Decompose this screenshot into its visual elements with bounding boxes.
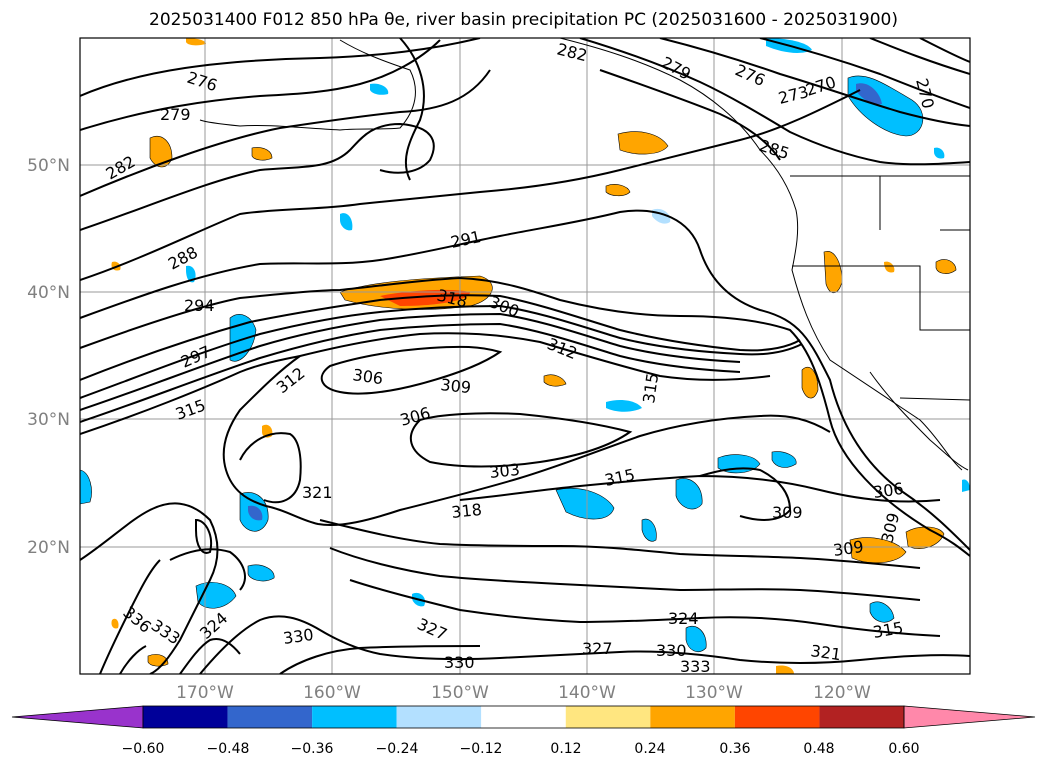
colorbar-outline (142, 705, 905, 729)
contour-label: 330 (656, 641, 687, 660)
contour-label: 309 (832, 537, 865, 560)
colorbar-swatch (396, 706, 482, 728)
contour-label: 279 (160, 105, 191, 124)
longitude-labels: 170°W 160°W 150°W 140°W 130°W 120°W (176, 683, 871, 703)
colorbar-tick-label: −0.48 (207, 741, 250, 757)
lat-label: 40°N (27, 283, 70, 303)
colorbar-tick-label: 0.12 (550, 741, 581, 757)
contour-label: 306 (872, 479, 905, 502)
contour-label: 330 (444, 653, 475, 672)
contour-label: 309 (772, 503, 803, 522)
contour-label: 318 (450, 500, 482, 522)
lon-label: 140°W (558, 683, 616, 703)
colorbar-tick-label: −0.24 (376, 741, 419, 757)
contour-label: 306 (351, 365, 384, 388)
colorbar-extend-low (11, 705, 144, 729)
colorbar-tick-label: −0.36 (291, 741, 334, 757)
colorbar-swatch (227, 706, 313, 728)
colorbar-swatch (312, 706, 397, 728)
lat-lon-grid (80, 38, 970, 674)
map-background (80, 38, 970, 674)
colorbar: −0.60 −0.48 −0.36 −0.24 −0.12 0.12 0.24 … (11, 705, 1036, 757)
map-frame (79, 37, 971, 675)
lon-label: 170°W (176, 683, 234, 703)
colorbar-swatch (650, 706, 735, 728)
colorbar-swatch (143, 706, 228, 728)
colorbar-tick-label: 0.48 (803, 741, 834, 757)
contour-label: 309 (440, 375, 472, 397)
contour-label: 327 (582, 639, 613, 658)
colorbar-tick-label: −0.60 (122, 741, 165, 757)
lon-label: 120°W (813, 683, 871, 703)
colorbar-ticks: −0.60 −0.48 −0.36 −0.24 −0.12 0.12 0.24 … (122, 741, 920, 757)
contour-label: 324 (668, 609, 699, 628)
colorbar-swatch (565, 706, 651, 728)
lat-label: 50°N (27, 156, 70, 176)
colorbar-tick-label: −0.12 (460, 741, 503, 757)
colorbar-tick-label: 0.60 (888, 741, 919, 757)
colorbar-tick-label: 0.24 (634, 741, 665, 757)
lon-label: 150°W (431, 683, 489, 703)
contour-label: 330 (282, 625, 315, 648)
precip-anomaly-patches (80, 38, 970, 674)
colorbar-swatches (11, 705, 1036, 729)
contour-label: 303 (488, 460, 520, 482)
contour-label: 315 (639, 372, 662, 405)
colorbar-swatch (734, 706, 820, 728)
contour-label: 321 (809, 641, 842, 664)
lon-label: 160°W (303, 683, 361, 703)
lat-label: 30°N (27, 410, 70, 430)
contour-label: 321 (302, 483, 333, 502)
latitude-labels: 50°N 40°N 30°N 20°N (27, 156, 70, 558)
contour-label: 294 (184, 296, 215, 315)
lon-label: 130°W (685, 683, 743, 703)
colorbar-tick-label: 0.36 (719, 741, 750, 757)
theta-e-contours (80, 38, 970, 674)
map-title: 2025031400 F012 850 hPa θe, river basin … (149, 10, 898, 30)
contour-label: 333 (680, 657, 711, 676)
colorbar-swatch (481, 706, 566, 728)
colorbar-swatch (819, 706, 904, 728)
lat-label: 20°N (27, 538, 70, 558)
colorbar-extend-high (903, 705, 1036, 729)
